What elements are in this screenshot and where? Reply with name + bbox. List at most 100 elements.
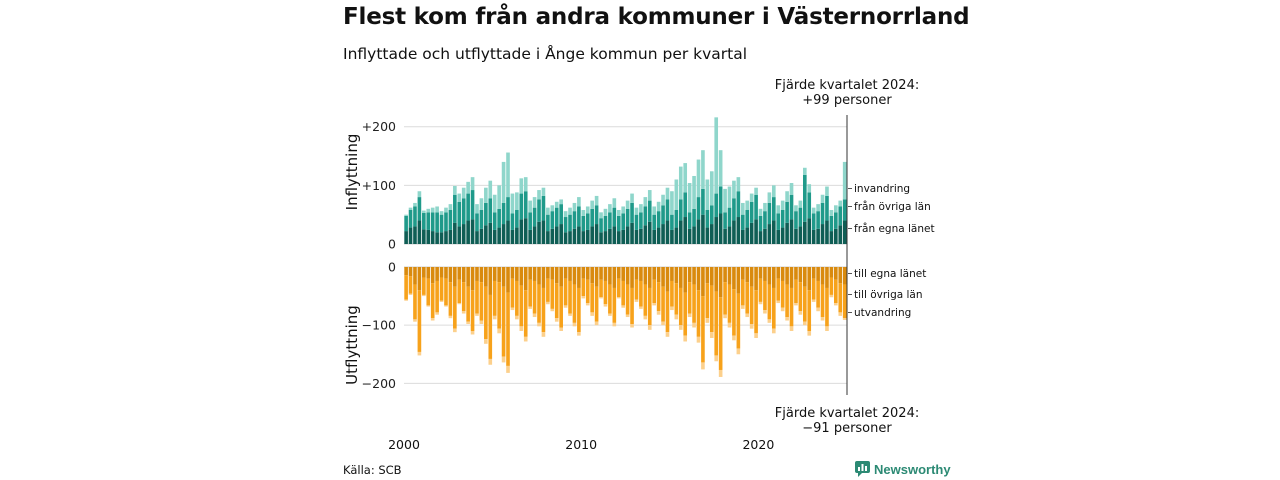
bar-segment (714, 193, 719, 218)
bar-segment (554, 318, 559, 322)
bar-segment (789, 183, 794, 195)
bar-segment (479, 320, 484, 325)
bar-segment (430, 318, 435, 321)
bar-segment (519, 219, 524, 244)
bar-segment (546, 207, 550, 215)
bar-segment (701, 214, 705, 244)
bar-segment (692, 284, 696, 323)
bar-segment (718, 213, 723, 244)
bar-segment (643, 197, 648, 207)
bar-segment (594, 267, 599, 287)
brand-name: Newsworthy (874, 461, 951, 477)
bar-segment (625, 267, 630, 285)
bar-segment (559, 199, 563, 205)
bar-segment (408, 293, 413, 295)
outflow-y-axis-label: Utflyttning (343, 305, 361, 385)
bar-segment (763, 228, 767, 244)
bar-segment (732, 289, 736, 336)
bar-segment (563, 217, 568, 233)
bar-segment (612, 198, 617, 208)
bar-segment (665, 199, 670, 221)
bar-segment (727, 322, 732, 328)
bar-segment (501, 286, 506, 357)
bar-segment (678, 166, 683, 200)
bar-segment (709, 224, 714, 244)
bar-segment (444, 231, 448, 244)
bar-segment (559, 267, 563, 287)
bar-segment (448, 209, 453, 230)
bar-segment (621, 280, 625, 306)
bar-segment (727, 186, 732, 208)
bar-segment (448, 204, 453, 210)
bar-segment (537, 284, 541, 323)
bar-segment (767, 202, 772, 225)
bar-segment (426, 278, 431, 306)
bar-segment (758, 267, 763, 279)
brand-logo[interactable]: Newsworthy (855, 461, 951, 477)
bar-segment (581, 278, 586, 297)
bar-segment (541, 332, 546, 337)
inflow-panel: 0 +100 +200 Inflyttning invandring från övr… (343, 78, 935, 252)
bar-segment (709, 205, 714, 225)
bar-segment (732, 198, 736, 221)
bar-segment (568, 231, 572, 244)
bar-segment (758, 215, 763, 232)
bar-segment (661, 194, 665, 206)
bar-segment (603, 267, 608, 281)
bar-segment (541, 267, 546, 288)
bar-segment (448, 229, 453, 244)
bar-segment (816, 228, 820, 244)
bar-segment (838, 206, 843, 226)
bar-segment (652, 267, 657, 280)
source-note: Källa: SCB (343, 463, 402, 477)
bar-segment (763, 267, 767, 281)
bar-segment (630, 287, 634, 325)
bar-segment (696, 197, 701, 220)
bar-segment (448, 282, 453, 316)
bar-segment (479, 198, 484, 210)
bar-segment (825, 186, 829, 196)
bar-segment (780, 209, 785, 228)
bar-segment (612, 267, 617, 288)
bar-segment (652, 214, 657, 230)
bar-segment (621, 206, 625, 214)
bar-segment (652, 206, 657, 215)
bar-segment (820, 224, 825, 244)
bar-segment (652, 303, 657, 306)
bar-segment (687, 212, 692, 229)
bar-segment (789, 194, 794, 220)
bar-segment (417, 197, 422, 221)
bar-segment (696, 336, 701, 343)
inflow-y-axis-label: Inflyttning (343, 134, 361, 211)
bar-segment (577, 197, 581, 207)
bar-segment (506, 220, 510, 244)
bar-segment (572, 322, 577, 327)
bar-segment (740, 229, 745, 244)
bar-segment (550, 211, 555, 229)
bar-segment (563, 278, 568, 306)
bar-segment (479, 228, 484, 244)
bar-segment (515, 280, 519, 316)
bar-segment (825, 267, 829, 288)
bar-segment (767, 224, 772, 244)
bar-segment (643, 284, 648, 316)
bar-segment (546, 267, 550, 279)
bar-segment (603, 280, 608, 305)
bar-segment (484, 225, 488, 244)
bar-segment (537, 322, 541, 327)
bar-segment (599, 297, 603, 299)
bar-segment (559, 204, 563, 225)
bar-segment (479, 267, 484, 283)
bar-segment (798, 267, 803, 283)
bar-segment (537, 199, 541, 222)
bar-segment (568, 207, 572, 215)
bar-segment (842, 161, 847, 200)
bar-segment (674, 267, 679, 284)
bar-segment (674, 314, 679, 320)
bar-segment (532, 226, 537, 244)
bar-segment (621, 305, 625, 308)
legend-label: utvandring (854, 307, 911, 319)
bar-segment (696, 159, 701, 198)
bar-segment (723, 188, 727, 213)
bar-segment (603, 215, 608, 232)
